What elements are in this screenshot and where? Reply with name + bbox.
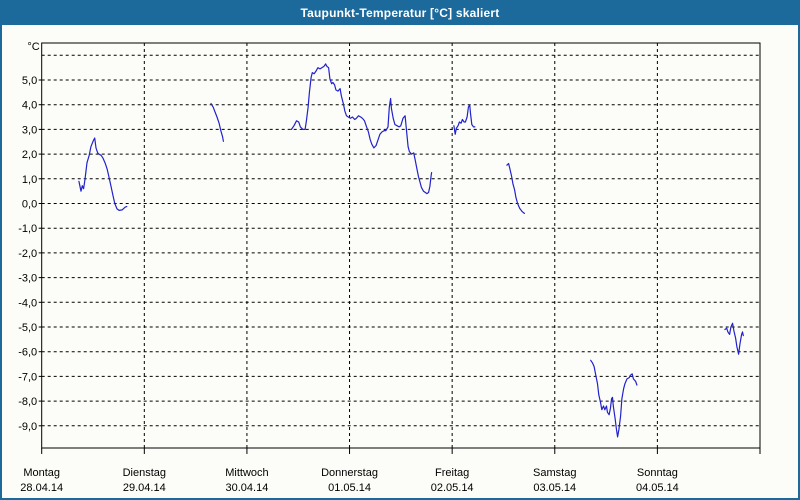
- series-segment: [590, 359, 638, 438]
- y-axis-label: 4,0: [22, 100, 37, 112]
- y-axis-label: -1,0: [18, 223, 37, 235]
- y-axis-label: 5,0: [22, 75, 37, 87]
- title-bar: Taupunkt-Temperatur [°C] skaliert: [0, 0, 800, 25]
- x-axis-date-label: 28.04.14: [20, 482, 63, 494]
- y-axis-label: -7,0: [18, 371, 37, 383]
- x-axis-date-label: 04.05.14: [636, 482, 679, 494]
- x-axis-day-label: Samstag: [533, 467, 576, 479]
- plot-border: [41, 42, 761, 449]
- y-axis-label: 1,0: [22, 174, 37, 186]
- y-axis-label: -2,0: [18, 248, 37, 260]
- y-axis-label: 2,0: [22, 149, 37, 161]
- y-axis-label: -3,0: [18, 273, 37, 285]
- series-segment: [724, 322, 744, 355]
- x-axis-day-label: Mittwoch: [225, 467, 268, 479]
- x-axis-day-label: Sonntag: [637, 467, 678, 479]
- y-axis-label: -6,0: [18, 347, 37, 359]
- y-axis-label: -4,0: [18, 297, 37, 309]
- chart-title: Taupunkt-Temperatur [°C] skaliert: [300, 5, 500, 20]
- x-axis-day-label: Freitag: [435, 467, 469, 479]
- series-segment: [290, 63, 433, 195]
- series-segment: [210, 102, 224, 142]
- x-axis-date-label: 03.05.14: [533, 482, 576, 494]
- y-axis-label: 3,0: [22, 124, 37, 136]
- x-axis-date-label: 01.05.14: [328, 482, 371, 494]
- series-segment: [506, 162, 526, 214]
- y-axis-label: -5,0: [18, 322, 37, 334]
- x-axis-date-label: 29.04.14: [123, 482, 166, 494]
- x-axis-date-label: 30.04.14: [226, 482, 269, 494]
- y-axis-unit-label: °C: [27, 41, 39, 53]
- series-segment: [78, 137, 128, 211]
- y-axis-label: 0,0: [22, 199, 37, 211]
- x-axis-day-label: Dienstag: [123, 467, 166, 479]
- x-axis-day-label: Donnerstag: [321, 467, 378, 479]
- series-segment: [453, 104, 476, 135]
- x-axis-day-label: Montag: [23, 467, 60, 479]
- y-axis-label: -8,0: [18, 396, 37, 408]
- x-axis-date-label: 02.05.14: [431, 482, 474, 494]
- y-axis-label: -9,0: [18, 421, 37, 433]
